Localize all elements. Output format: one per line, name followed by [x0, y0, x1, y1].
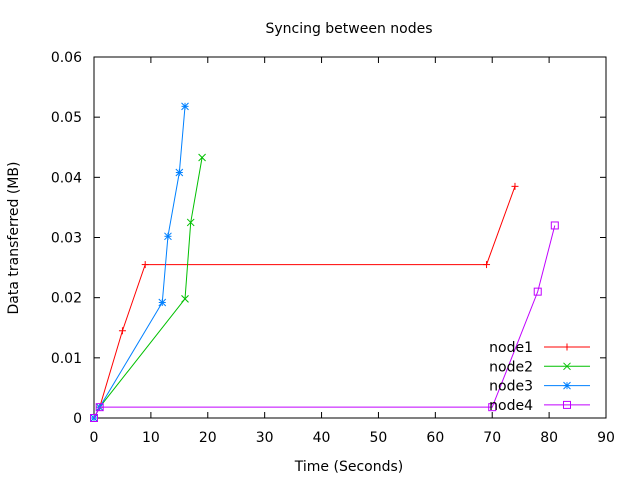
- x-tick-label: 20: [199, 430, 217, 446]
- marker-stroke: [533, 287, 542, 296]
- y-tick-label: 0: [73, 411, 82, 427]
- data-point: [511, 182, 519, 190]
- x-tick-label: 60: [426, 430, 444, 446]
- data-point: [181, 295, 189, 303]
- marker-stroke: [175, 168, 184, 177]
- data-point: [198, 153, 206, 162]
- marker-stroke: [158, 298, 167, 307]
- y-axis-title: Data transferred (MB): [6, 162, 22, 315]
- data-point: [186, 218, 195, 227]
- data-point: [158, 298, 167, 307]
- data-point: [90, 414, 98, 422]
- y-tick-label: 0.04: [51, 170, 82, 186]
- data-point: [175, 168, 184, 177]
- series-line: [93, 106, 186, 419]
- series-line: [93, 225, 556, 419]
- data-point: [488, 403, 497, 412]
- chart-title: Syncing between nodes: [265, 21, 432, 37]
- data-point: [550, 221, 559, 230]
- marker-stroke: [550, 221, 559, 230]
- data-point: [181, 102, 189, 111]
- legend-label-node2: node2: [489, 359, 533, 375]
- data-point: [95, 403, 104, 412]
- data-point: [483, 261, 491, 269]
- marker-stroke: [198, 153, 206, 162]
- x-tick-label: 0: [90, 430, 99, 446]
- legend-label-node3: node3: [489, 379, 533, 395]
- legend-label-node1: node1: [489, 340, 533, 356]
- legend-marker-node4: [563, 400, 571, 409]
- y-tick-label: 0.05: [51, 110, 82, 126]
- marker-stroke: [186, 218, 195, 227]
- data-point: [164, 232, 172, 241]
- series-line: [93, 157, 203, 419]
- data-point: [141, 261, 149, 269]
- data-point: [533, 287, 542, 296]
- marker-stroke: [95, 403, 104, 412]
- legend-marker-node2: [563, 362, 571, 371]
- legend: node1 node2 node3 node4: [489, 340, 590, 414]
- series-node1: [90, 182, 519, 422]
- data-point: [118, 327, 126, 335]
- y-tick-label: 0.01: [51, 351, 82, 367]
- marker-stroke: [563, 362, 571, 371]
- y-tick-label: 0.06: [51, 50, 82, 66]
- x-tick-label: 80: [540, 430, 558, 446]
- x-axis-title: Time (Seconds): [294, 459, 403, 475]
- marker-stroke: [164, 232, 172, 241]
- marker-stroke: [181, 102, 189, 111]
- series-node3: [90, 102, 189, 422]
- legend-marker-node1: [563, 343, 571, 351]
- series-line: [93, 186, 516, 419]
- legend-marker-node3: [563, 381, 571, 390]
- marker-stroke: [563, 400, 571, 409]
- x-tick-label: 70: [483, 430, 501, 446]
- x-tick-label: 30: [256, 430, 274, 446]
- x-tick-label: 50: [370, 430, 388, 446]
- series-node4: [90, 221, 559, 422]
- legend-label-node4: node4: [489, 398, 533, 414]
- marker-stroke: [181, 295, 189, 303]
- x-tick-label: 90: [597, 430, 615, 446]
- marker-stroke: [488, 403, 497, 412]
- plot-area: 0 10 20 30 40 50 60 70 80 90 0 0.01 0.02 0.03 0.04 0.05…: [51, 50, 615, 446]
- y-tick-label: 0.02: [51, 291, 82, 307]
- x-tick-label: 40: [313, 430, 331, 446]
- marker-stroke: [563, 381, 571, 390]
- marker-stroke: [90, 414, 98, 422]
- y-tick-label: 0.03: [51, 231, 82, 247]
- x-tick-label: 10: [142, 430, 160, 446]
